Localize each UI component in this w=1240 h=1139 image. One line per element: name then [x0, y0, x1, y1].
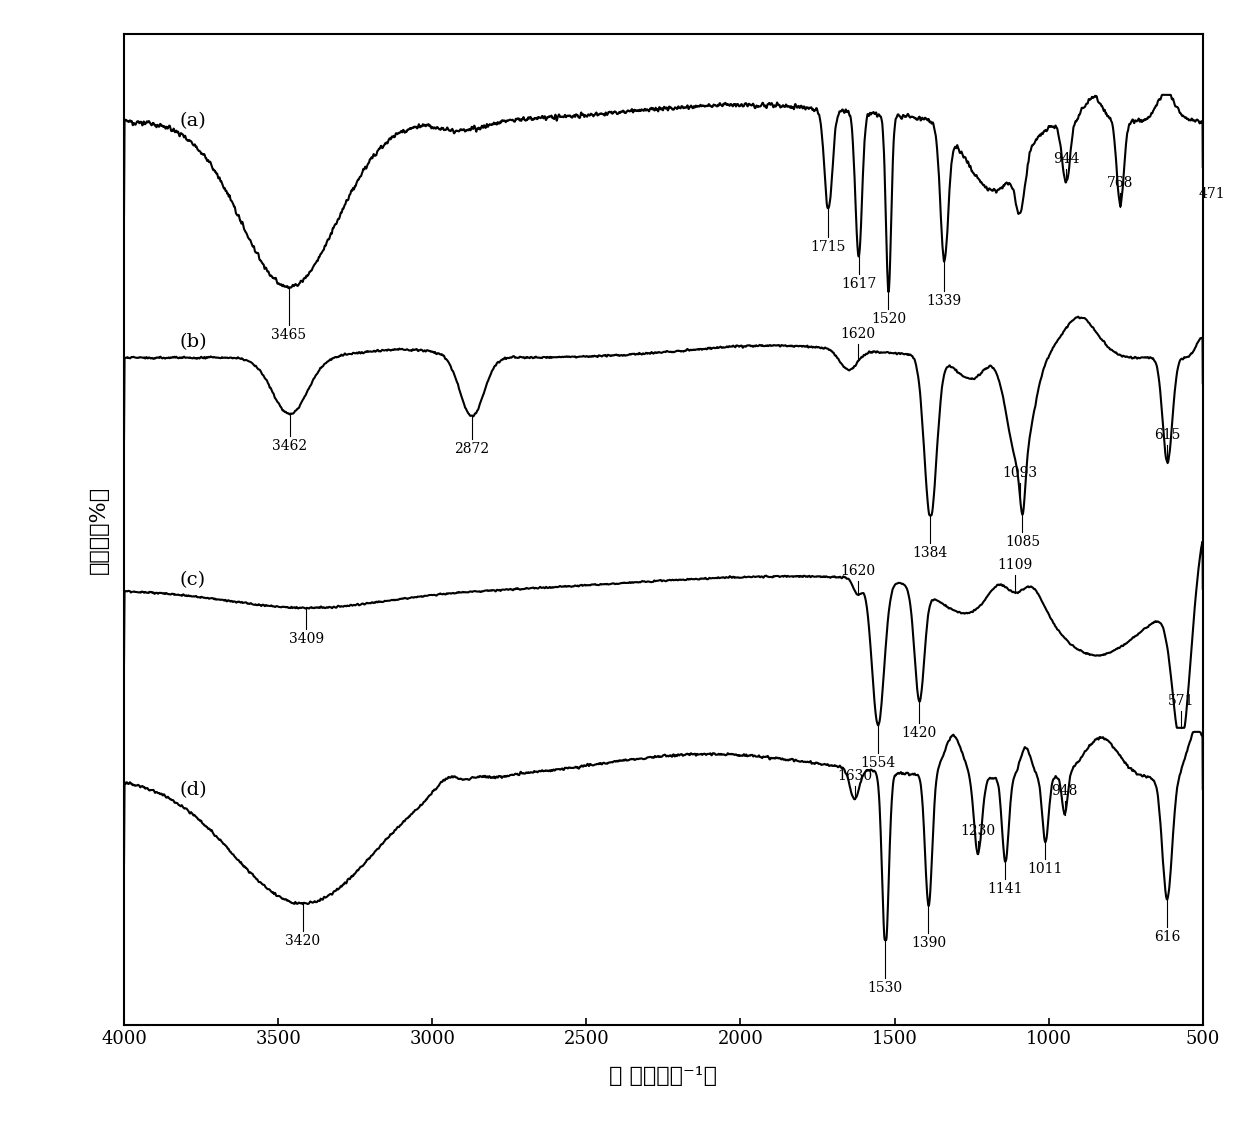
Text: 3462: 3462 [273, 439, 308, 452]
Text: 1554: 1554 [861, 755, 895, 770]
Text: (a): (a) [180, 112, 206, 130]
Text: 1630: 1630 [837, 769, 872, 784]
Y-axis label: 透射率（%）: 透射率（%） [88, 485, 110, 574]
Text: 1339: 1339 [926, 294, 962, 308]
Text: 1390: 1390 [911, 936, 946, 950]
Text: 616: 616 [1154, 929, 1180, 944]
Text: 471: 471 [1198, 187, 1225, 202]
Text: (c): (c) [180, 571, 206, 589]
Text: 1109: 1109 [997, 558, 1033, 573]
Text: 1420: 1420 [901, 726, 937, 739]
Text: 1011: 1011 [1028, 862, 1063, 876]
Text: 2872: 2872 [454, 442, 490, 456]
Text: 1085: 1085 [1004, 534, 1040, 549]
Text: 615: 615 [1154, 428, 1180, 442]
Text: 1530: 1530 [868, 981, 903, 994]
Text: (b): (b) [180, 334, 207, 351]
Text: 1093: 1093 [1002, 466, 1038, 481]
Text: 1230: 1230 [960, 823, 996, 838]
Text: 768: 768 [1107, 177, 1133, 190]
Text: 3465: 3465 [272, 328, 306, 343]
Text: 1141: 1141 [987, 882, 1023, 896]
Text: 3420: 3420 [285, 934, 320, 949]
Text: 948: 948 [1052, 785, 1078, 798]
Text: 571: 571 [1168, 694, 1194, 707]
Text: 1620: 1620 [839, 564, 875, 579]
Text: 1715: 1715 [811, 240, 846, 254]
Text: 1620: 1620 [839, 327, 875, 342]
Text: 3409: 3409 [289, 632, 324, 647]
Text: 1384: 1384 [913, 546, 947, 559]
Text: 944: 944 [1053, 151, 1079, 166]
X-axis label: 波 数（厘米⁻¹）: 波 数（厘米⁻¹） [609, 1065, 718, 1087]
Text: 1617: 1617 [841, 277, 877, 290]
Text: (d): (d) [180, 781, 207, 800]
Text: 1520: 1520 [870, 312, 906, 326]
